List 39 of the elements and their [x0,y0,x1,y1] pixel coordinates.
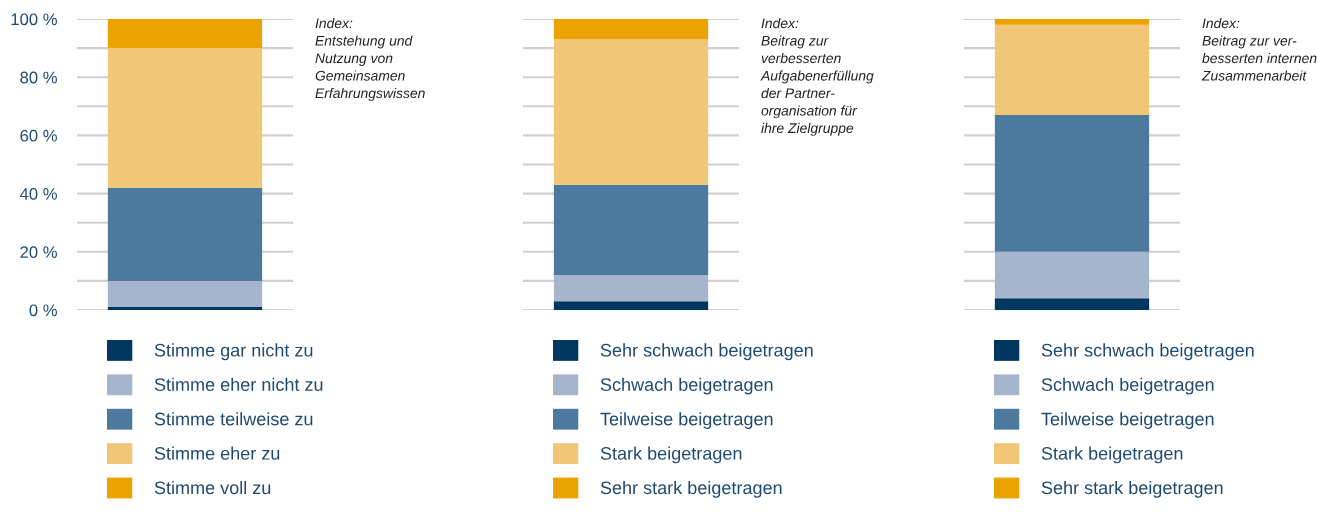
legend-label: Stimme eher nicht zu [154,377,323,391]
y-tick-label: 0 % [29,304,57,317]
text: Index: Entstehung und Nutzung von Gemeinsamen Erfahrungswissen [315,18,425,101]
bar [107,187,263,281]
text: Index: Beitrag zur ver- besserten internen Zusammenarbeit [1201,18,1317,81]
legend-label: Sehr schwach beigetragen [1041,343,1254,361]
bar [107,280,263,308]
legend-label: Stimme eher zu [154,446,280,460]
y-tick-label: 60 % [20,129,57,142]
y-tick-label: 100 % [11,13,57,26]
legend-label: Teilweise beigetragen [600,412,773,429]
legend-label: Teilweise beigetragen [1041,412,1214,429]
bar [107,307,263,310]
legend-label: Stimme voll zu [154,480,271,495]
legend-label: Stark beigetragen [600,446,742,464]
bar [553,275,709,302]
bar [994,24,1150,116]
bar [994,115,1150,252]
bar [994,251,1150,299]
bar [107,19,263,49]
legend-label: Sehr schwach beigetragen [600,343,813,361]
legend-label: Stimme teilweise zu [154,412,313,426]
bar [107,48,263,188]
legend-label: Stark beigetragen [1041,446,1183,464]
legend-label: Schwach beigetragen [1041,377,1214,395]
y-tick-label: 40 % [19,188,57,200]
y-tick-label: 80 % [20,71,57,84]
bar [553,19,709,40]
legend-label: Schwach beigetragen [600,377,773,395]
y-tick-label: 20 % [20,246,57,258]
bar [994,298,1150,310]
legend-label: Stimme gar nicht zu [154,343,313,361]
bar [553,39,709,185]
text: Index: Beitrag zur verbesserten Aufgabenerfüllung der Partner- organisation für ihre Zielgruppe [760,18,874,136]
legend-label: Sehr stark beigetragen [600,480,782,498]
bar [553,184,709,276]
legend-label: Sehr stark beigetragen [1041,480,1223,498]
bar [553,301,709,310]
bar [994,19,1150,25]
